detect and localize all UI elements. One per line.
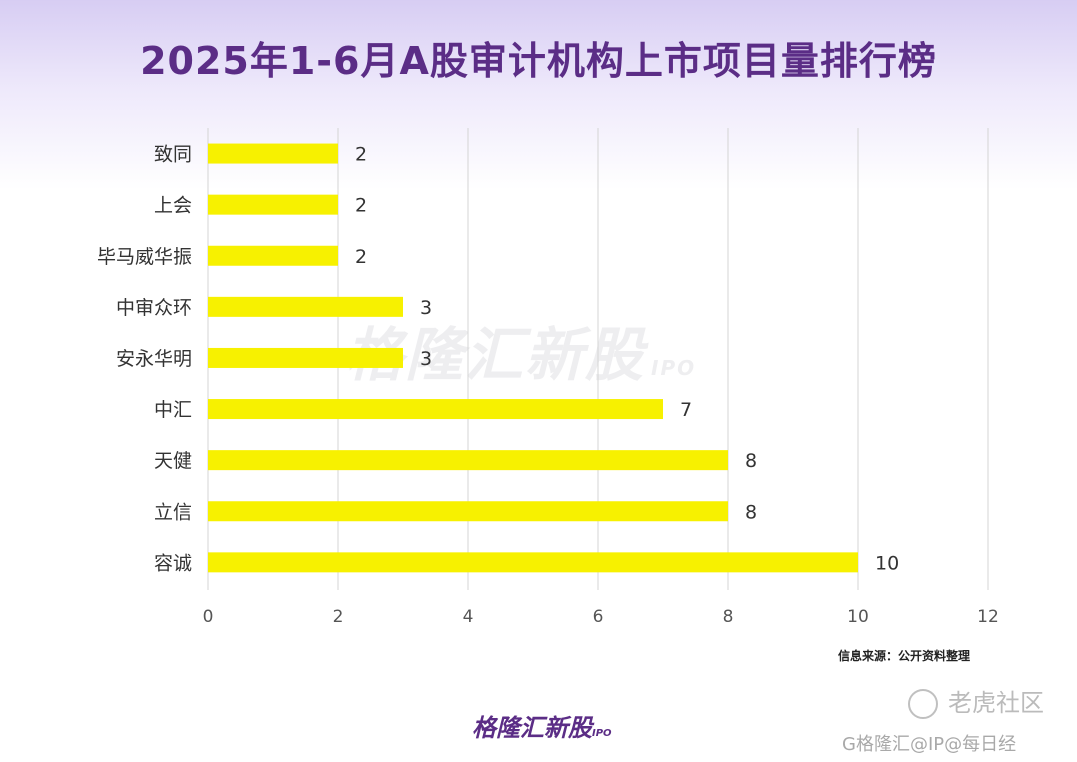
x-tick-label: 8 bbox=[723, 607, 734, 627]
x-tick-label: 0 bbox=[203, 607, 214, 627]
watermark-sub: IPO bbox=[651, 356, 697, 380]
data-label: 8 bbox=[745, 450, 757, 472]
x-tick-label: 6 bbox=[593, 607, 604, 627]
bar bbox=[208, 450, 728, 471]
x-tick-label: 4 bbox=[463, 607, 474, 627]
data-label: 7 bbox=[680, 399, 692, 421]
y-tick-label: 中汇 bbox=[154, 399, 192, 421]
chart-title: 2025年1-6月A股审计机构上市项目量排行榜 bbox=[140, 39, 937, 83]
credit-watermark: G格隆汇@IP@每日经 bbox=[842, 734, 1017, 755]
corner-text: 老虎社区 bbox=[948, 689, 1044, 717]
data-label: 2 bbox=[355, 246, 367, 268]
bar bbox=[208, 143, 338, 164]
brand-logo: 格隆汇新股IPO bbox=[472, 708, 612, 743]
bar bbox=[208, 296, 403, 317]
y-tick-label: 毕马威华振 bbox=[97, 246, 192, 268]
brand-sub: IPO bbox=[592, 728, 612, 739]
y-tick-label: 容诚 bbox=[154, 552, 192, 574]
bar bbox=[208, 501, 728, 522]
bar bbox=[208, 347, 403, 368]
x-tick-label: 12 bbox=[977, 607, 999, 627]
y-tick-label: 安永华明 bbox=[116, 348, 192, 370]
data-label: 2 bbox=[355, 195, 367, 217]
corner-watermark: 老虎社区 bbox=[908, 683, 1044, 719]
bar bbox=[208, 399, 663, 420]
bar bbox=[208, 194, 338, 215]
data-label: 10 bbox=[875, 552, 899, 574]
x-tick-label: 2 bbox=[333, 607, 344, 627]
data-label: 8 bbox=[745, 501, 757, 523]
data-label: 2 bbox=[355, 144, 367, 166]
bar bbox=[208, 552, 858, 573]
bar bbox=[208, 245, 338, 266]
y-tick-label: 中审众环 bbox=[116, 297, 192, 319]
tiger-icon bbox=[908, 689, 938, 719]
y-tick-label: 上会 bbox=[154, 195, 192, 217]
y-tick-label: 致同 bbox=[154, 144, 192, 166]
brand-text: 格隆汇新股 bbox=[472, 714, 592, 742]
y-tick-label: 天健 bbox=[154, 450, 192, 472]
y-tick-label: 立信 bbox=[154, 501, 192, 523]
source-note: 信息来源：公开资料整理 bbox=[838, 649, 971, 663]
x-tick-label: 10 bbox=[847, 607, 869, 627]
data-label: 3 bbox=[420, 297, 432, 319]
data-label: 3 bbox=[420, 348, 432, 370]
